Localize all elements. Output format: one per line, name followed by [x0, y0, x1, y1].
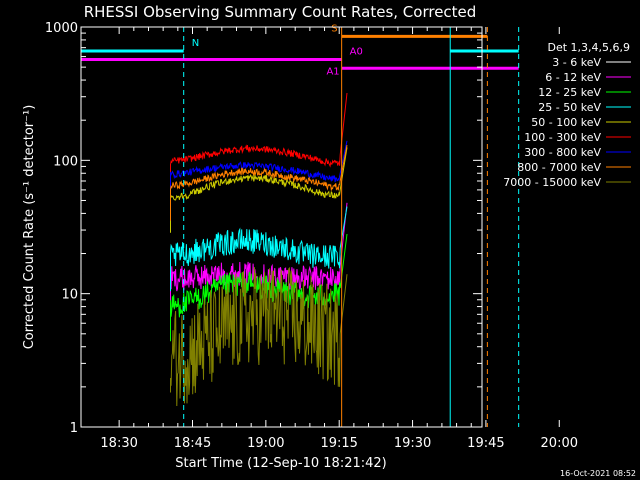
legend-entry-label: 300 - 800 keV — [524, 146, 601, 159]
markers-layer — [80, 27, 520, 427]
chart-title: RHESSI Observing Summary Count Rates, Co… — [84, 3, 477, 21]
y-tick-label: 10 — [61, 288, 78, 303]
annotation-label-a1: A1 — [326, 66, 339, 77]
legend-entry-label: 100 - 300 keV — [524, 131, 601, 144]
legend-entry-label: 7000 - 15000 keV — [503, 176, 601, 189]
annotations-layer: N S A0 A1 — [81, 23, 519, 77]
annotation-label-s: S — [331, 23, 337, 34]
y-tick-label: 1 — [70, 421, 78, 436]
series-line-4 — [170, 147, 348, 233]
series-line-6 — [170, 140, 348, 210]
footer-timestamp: 16-Oct-2021 08:52 — [560, 469, 636, 478]
series-line-8 — [170, 266, 348, 407]
y-tick-label: 100 — [53, 154, 78, 169]
legend-entry-label: 50 - 100 keV — [531, 116, 601, 129]
series-line-7 — [170, 145, 348, 221]
legend-entry-label: 25 - 50 keV — [538, 101, 601, 114]
plot-frame — [80, 26, 483, 428]
y-tick-label: 1000 — [45, 21, 78, 36]
legend-entry-label: 3 - 6 keV — [552, 56, 601, 69]
legend-title: Det 1,3,4,5,6,9 — [547, 41, 630, 54]
x-axis-ticks: 18:30 18:45 19:00 19:15 19:30 19:45 20:00 — [100, 27, 578, 451]
y-axis-ticks: 1 10 100 1000 — [45, 21, 482, 436]
annotation-label-a0: A0 — [350, 47, 363, 58]
x-tick-label: 19:30 — [394, 436, 431, 451]
x-tick-label: 19:00 — [247, 436, 284, 451]
x-tick-label: 18:45 — [174, 436, 211, 451]
x-tick-label: 19:15 — [320, 436, 357, 451]
annotation-label-n: N — [192, 38, 199, 49]
legend-entry-label: 6 - 12 keV — [545, 71, 601, 84]
series-line-3 — [170, 206, 348, 292]
x-axis-label: Start Time (12-Sep-10 18:21:42) — [175, 456, 386, 471]
legend-entry-label: 12 - 25 keV — [538, 86, 601, 99]
series-line-0 — [170, 191, 348, 439]
legend-entry-label: 800 - 7000 keV — [517, 161, 601, 174]
y-axis-label: Corrected Count Rate (s⁻¹ detector⁻¹) — [22, 105, 37, 350]
series-line-5 — [170, 92, 348, 197]
x-tick-label: 20:00 — [541, 436, 578, 451]
x-tick-label: 19:45 — [467, 436, 504, 451]
series-layer — [170, 92, 348, 439]
x-tick-label: 18:30 — [100, 436, 137, 451]
legend: Det 1,3,4,5,6,9 3 - 6 keV 6 - 12 keV 12 - … — [503, 41, 631, 189]
